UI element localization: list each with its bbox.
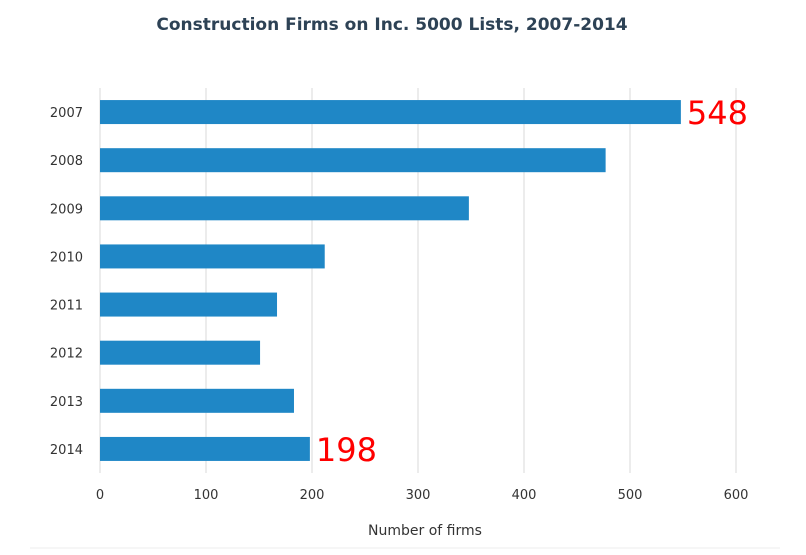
bars xyxy=(100,100,681,461)
bar-2012 xyxy=(100,340,261,365)
annotation-2014: 198 xyxy=(316,431,377,469)
annotation-2007: 548 xyxy=(687,94,748,132)
gridlines xyxy=(99,88,737,473)
bar-2014 xyxy=(100,436,310,461)
x-tick-label: 500 xyxy=(618,488,643,503)
y-tick-label: 2009 xyxy=(50,202,83,217)
bar-2011 xyxy=(100,292,278,317)
bar-2013 xyxy=(100,388,294,413)
y-tick-label: 2007 xyxy=(50,106,83,121)
x-tick-label: 300 xyxy=(406,488,431,503)
y-tick-label: 2008 xyxy=(50,154,83,169)
x-tick-label: 100 xyxy=(194,488,219,503)
bar-2010 xyxy=(100,244,325,269)
x-tick-label: 400 xyxy=(512,488,537,503)
annotations: 548 198 xyxy=(316,94,748,469)
y-tick-label: 2010 xyxy=(50,250,83,265)
bar-2007 xyxy=(100,100,681,125)
y-tick-label: 2011 xyxy=(50,299,83,314)
x-tick-label: 0 xyxy=(96,488,104,503)
bar-2009 xyxy=(100,196,469,221)
x-axis-labels: 0 100 200 300 400 500 600 xyxy=(96,488,749,503)
x-tick-label: 600 xyxy=(724,488,749,503)
y-tick-label: 2013 xyxy=(50,395,83,410)
y-tick-label: 2014 xyxy=(50,443,83,458)
y-tick-label: 2012 xyxy=(50,347,83,362)
chart-title: Construction Firms on Inc. 5000 Lists, 2… xyxy=(156,15,627,35)
x-axis-title: Number of firms xyxy=(368,523,482,539)
x-tick-label: 200 xyxy=(300,488,325,503)
y-axis-labels: 2007 2008 2009 2010 2011 2012 2013 2014 xyxy=(50,106,83,458)
bar-2008 xyxy=(100,148,606,173)
